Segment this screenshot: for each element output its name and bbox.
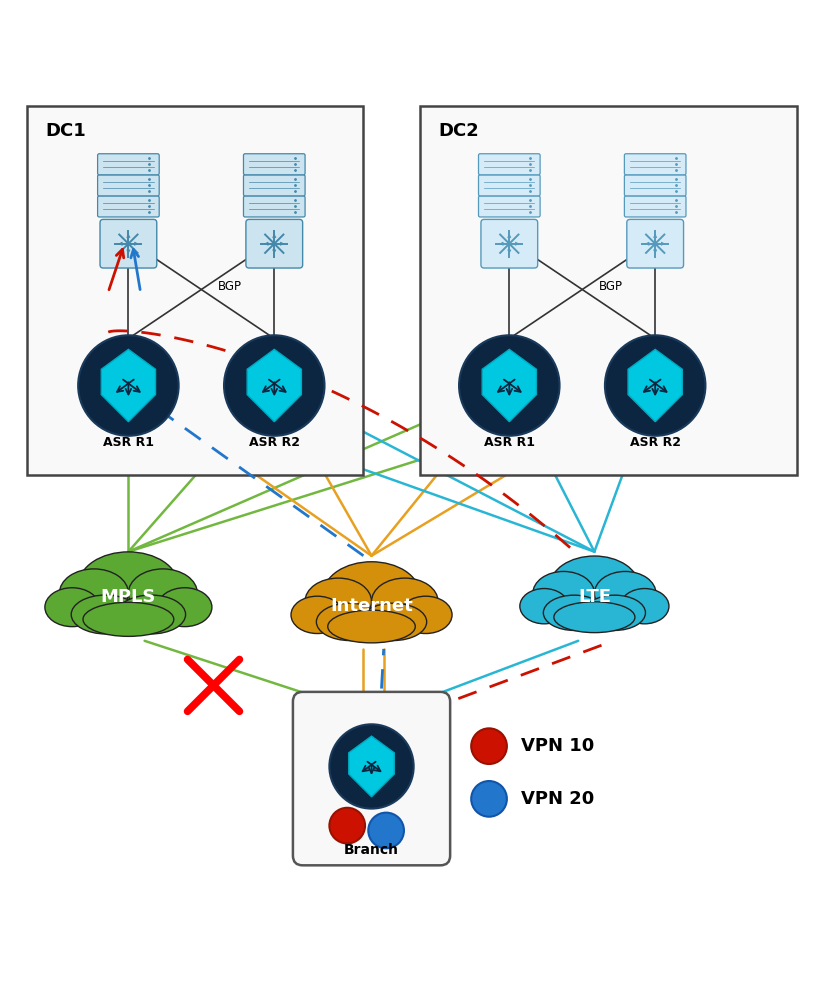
FancyBboxPatch shape bbox=[243, 154, 305, 175]
Circle shape bbox=[459, 335, 560, 436]
Ellipse shape bbox=[533, 572, 594, 616]
Text: VPN 10: VPN 10 bbox=[521, 738, 595, 755]
Circle shape bbox=[224, 335, 325, 436]
FancyBboxPatch shape bbox=[624, 154, 686, 175]
Polygon shape bbox=[628, 349, 682, 422]
Text: ASR R1: ASR R1 bbox=[103, 436, 154, 449]
Ellipse shape bbox=[45, 588, 100, 627]
FancyBboxPatch shape bbox=[627, 220, 684, 268]
FancyBboxPatch shape bbox=[478, 175, 540, 196]
Ellipse shape bbox=[328, 610, 415, 643]
Ellipse shape bbox=[78, 552, 179, 619]
Circle shape bbox=[368, 812, 404, 848]
Ellipse shape bbox=[291, 596, 344, 634]
Ellipse shape bbox=[128, 569, 197, 618]
FancyBboxPatch shape bbox=[100, 220, 157, 268]
Polygon shape bbox=[482, 349, 536, 422]
FancyBboxPatch shape bbox=[98, 154, 159, 175]
FancyBboxPatch shape bbox=[98, 196, 159, 217]
Ellipse shape bbox=[360, 603, 427, 641]
Ellipse shape bbox=[71, 595, 140, 634]
Circle shape bbox=[471, 729, 507, 764]
Ellipse shape bbox=[620, 589, 669, 624]
Ellipse shape bbox=[305, 578, 371, 625]
Ellipse shape bbox=[83, 603, 174, 637]
Polygon shape bbox=[348, 737, 394, 796]
Ellipse shape bbox=[584, 595, 645, 631]
Circle shape bbox=[471, 781, 507, 816]
FancyBboxPatch shape bbox=[246, 220, 303, 268]
Text: DC2: DC2 bbox=[439, 122, 480, 140]
FancyBboxPatch shape bbox=[420, 106, 797, 475]
Ellipse shape bbox=[371, 578, 438, 625]
Text: LTE: LTE bbox=[578, 589, 611, 607]
Circle shape bbox=[330, 807, 365, 843]
Ellipse shape bbox=[60, 569, 128, 618]
FancyBboxPatch shape bbox=[98, 175, 159, 196]
Text: VPN 20: VPN 20 bbox=[521, 789, 595, 807]
Text: Internet: Internet bbox=[330, 597, 413, 615]
Ellipse shape bbox=[554, 602, 635, 633]
Ellipse shape bbox=[520, 589, 569, 624]
Text: ASR R2: ASR R2 bbox=[630, 436, 681, 449]
FancyBboxPatch shape bbox=[293, 692, 450, 865]
FancyBboxPatch shape bbox=[243, 175, 305, 196]
FancyBboxPatch shape bbox=[27, 106, 363, 475]
Ellipse shape bbox=[317, 603, 383, 641]
FancyBboxPatch shape bbox=[624, 196, 686, 217]
Text: Branch: Branch bbox=[344, 843, 399, 857]
Text: MPLS: MPLS bbox=[100, 589, 156, 607]
Ellipse shape bbox=[594, 572, 656, 616]
Polygon shape bbox=[101, 349, 156, 422]
Text: DC1: DC1 bbox=[46, 122, 86, 140]
Text: ASR R1: ASR R1 bbox=[484, 436, 534, 449]
Ellipse shape bbox=[550, 556, 639, 617]
Text: BGP: BGP bbox=[598, 280, 623, 293]
FancyBboxPatch shape bbox=[478, 196, 540, 217]
FancyBboxPatch shape bbox=[478, 154, 540, 175]
FancyBboxPatch shape bbox=[243, 196, 305, 217]
Ellipse shape bbox=[157, 588, 212, 627]
Ellipse shape bbox=[400, 596, 452, 634]
FancyBboxPatch shape bbox=[624, 175, 686, 196]
Ellipse shape bbox=[323, 562, 419, 626]
Circle shape bbox=[330, 725, 414, 808]
FancyBboxPatch shape bbox=[481, 220, 538, 268]
Text: BGP: BGP bbox=[218, 280, 242, 293]
Ellipse shape bbox=[543, 595, 605, 631]
Circle shape bbox=[78, 335, 179, 436]
Ellipse shape bbox=[117, 595, 185, 634]
Text: ASR R2: ASR R2 bbox=[249, 436, 299, 449]
Polygon shape bbox=[247, 349, 301, 422]
Circle shape bbox=[605, 335, 706, 436]
